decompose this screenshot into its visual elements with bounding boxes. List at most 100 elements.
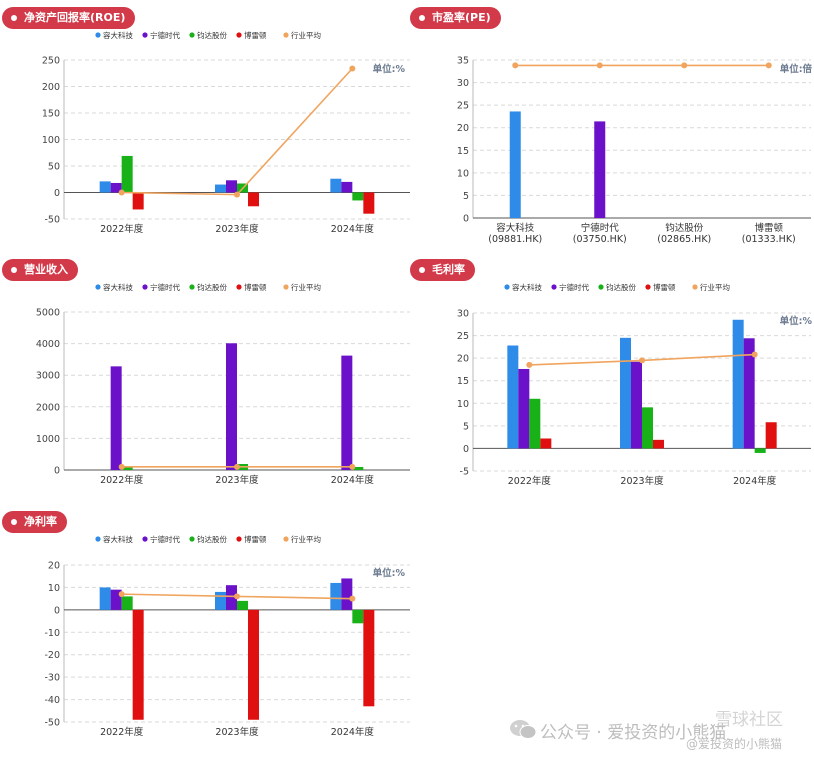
legend-label: 行业平均 [291, 30, 321, 40]
bar [341, 355, 353, 470]
bar [132, 192, 144, 210]
bar [215, 591, 226, 610]
average-line [121, 67, 353, 196]
average-point [349, 65, 356, 72]
y-tick-label: 4000 [36, 339, 60, 350]
x-tick-label: (03750.HK) [573, 234, 627, 245]
legend-label: 宁德时代 [150, 30, 180, 40]
legend-label: 容大科技 [103, 30, 133, 40]
y-tick-label: 20 [457, 354, 469, 365]
bar [352, 192, 364, 201]
y-tick-label: 35 [457, 56, 469, 67]
average-point [349, 463, 356, 470]
x-tick-label: 2022年度 [100, 223, 144, 235]
watermark: 公众号 · 爱投资的小熊猫 雪球社区 @爱投资的小熊猫 [500, 705, 810, 757]
gross-margin-panel: 毛利率 -5 0 5 10 15 20 25 30 单位:% 容大科技 宁德时代 钧达股份 博雷顿 行业平… [407, 252, 814, 497]
legend-marker [236, 536, 242, 542]
legend-label: 宁德时代 [150, 282, 180, 292]
bar [631, 361, 642, 449]
legend-marker [189, 32, 195, 38]
y-tick-label: 10 [48, 583, 60, 594]
average-point [512, 62, 519, 69]
unit-label: 单位:% [373, 63, 406, 75]
y-tick-label: 2000 [36, 402, 60, 413]
bar [330, 582, 342, 610]
legend-marker [142, 284, 148, 290]
legend-marker [692, 284, 698, 290]
bar [121, 596, 133, 610]
bar [121, 466, 133, 470]
legend-marker [142, 536, 148, 542]
legend-marker [236, 284, 242, 290]
y-tick-label: 0 [463, 214, 469, 225]
y-tick-label: -20 [44, 650, 60, 661]
bullet-icon [11, 15, 17, 21]
legend-marker [598, 284, 604, 290]
bar [99, 587, 111, 610]
bar [509, 111, 521, 218]
average-point [234, 593, 240, 600]
bar [507, 345, 519, 449]
y-tick-label: 50 [48, 162, 60, 173]
net-margin-chart: -50 -40 -30 -20 -10 0 10 20 单位:% 容大科技 宁德时代 钧达股份 博雷顿 行… [44, 534, 410, 738]
average-point [234, 463, 240, 470]
legend-label: 容大科技 [103, 282, 133, 292]
bar [352, 466, 364, 470]
average-point [751, 351, 758, 358]
legend-label: 行业平均 [291, 534, 321, 544]
bar [594, 121, 606, 218]
bar [110, 589, 122, 610]
x-tick-label: 2023年度 [620, 475, 664, 487]
net-margin-panel: 净利率 -50 -40 -30 -20 -10 0 10 20 单位:% 容大科技 宁德时代 钧达股份… [0, 504, 412, 762]
y-tick-label: -10 [44, 628, 60, 639]
y-tick-label: 5 [463, 421, 469, 432]
watermark-community: 雪球社区 [715, 710, 783, 730]
bar [341, 181, 353, 193]
legend-label: 行业平均 [291, 282, 321, 292]
x-tick-label: 博雷顿 [754, 222, 783, 234]
x-tick-label: 2024年度 [331, 726, 375, 738]
x-tick-label: 2023年度 [215, 726, 259, 738]
bar [121, 155, 133, 193]
bar [330, 178, 342, 193]
y-tick-label: 1000 [36, 434, 60, 445]
y-tick-label: 10 [457, 399, 469, 410]
average-point [349, 595, 356, 602]
legend-marker [95, 284, 101, 290]
legend-marker [95, 536, 101, 542]
average-point [639, 357, 645, 364]
bullet-icon [11, 519, 17, 525]
y-tick-label: 15 [457, 146, 469, 157]
y-tick-label: 250 [42, 56, 60, 67]
y-tick-label: 20 [48, 561, 60, 572]
y-tick-label: -5 [460, 467, 469, 478]
bar [132, 609, 144, 720]
bar [215, 184, 226, 193]
legend-label: 钧达股份 [606, 282, 636, 292]
revenue-chart: 0 1000 2000 3000 4000 5000 容大科技 宁德时代 钧达股份 博雷顿 行业平均… [36, 282, 410, 486]
bar [642, 407, 653, 449]
bar [341, 578, 353, 610]
y-tick-label: 0 [54, 605, 60, 616]
x-tick-label: 2024年度 [331, 474, 375, 486]
panel-title: 营业收入 [2, 259, 78, 281]
x-tick-label: 宁德时代 [581, 222, 620, 234]
x-tick-label: 2022年度 [100, 726, 144, 738]
legend-label: 博雷顿 [244, 282, 267, 292]
y-tick-label: 0 [463, 444, 469, 455]
bar [540, 438, 552, 449]
average-point [118, 189, 125, 196]
gross-margin-chart: -5 0 5 10 15 20 25 30 单位:% 容大科技 宁德时代 钧达股份 博雷顿 行业平均 202… [457, 282, 813, 487]
legend-label: 容大科技 [103, 534, 133, 544]
legend-label: 钧达股份 [197, 30, 227, 40]
legend-label: 博雷顿 [244, 30, 267, 40]
y-tick-label: 5000 [36, 308, 60, 319]
bar [363, 192, 375, 214]
legend-marker [142, 32, 148, 38]
legend-label: 容大科技 [512, 282, 542, 292]
bar [226, 343, 237, 470]
y-tick-label: -50 [44, 718, 60, 729]
x-tick-label: (09881.HK) [488, 234, 542, 245]
legend-marker [236, 32, 242, 38]
x-tick-label: (01333.HK) [742, 234, 796, 245]
